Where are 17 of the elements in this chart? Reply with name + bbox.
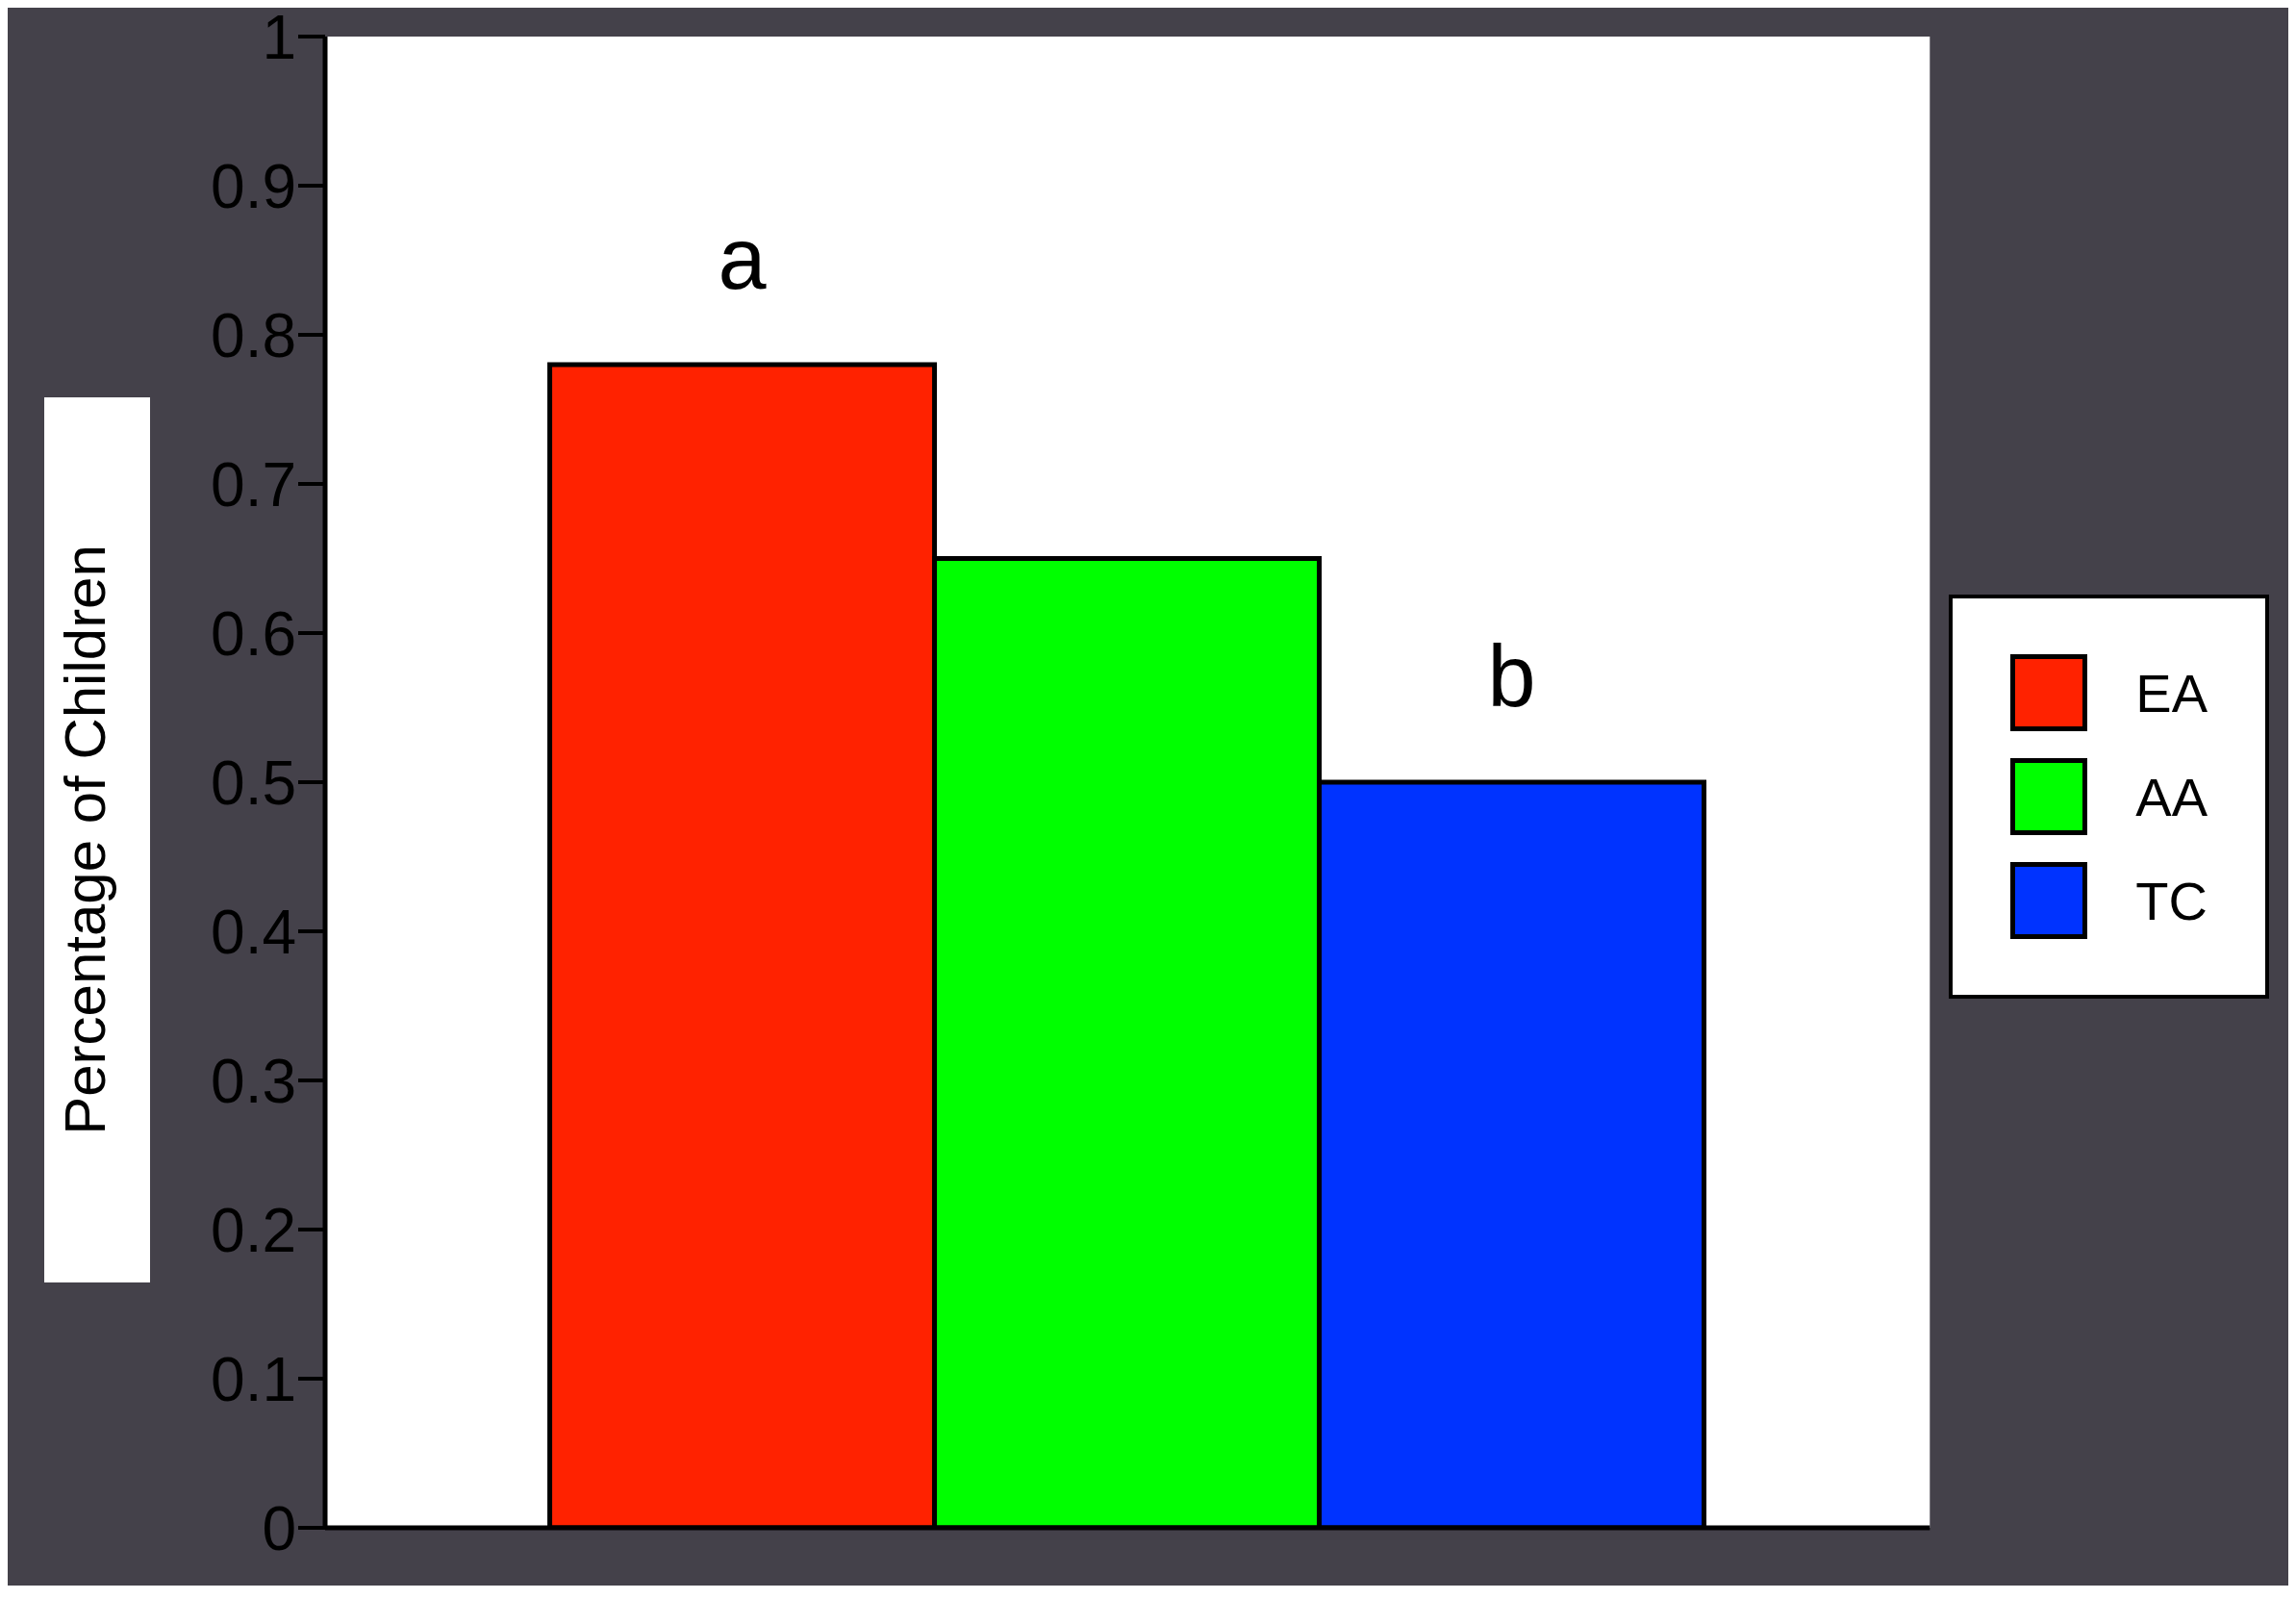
y-tick-label: 0.7 xyxy=(211,449,296,520)
y-tick-label: 0 xyxy=(262,1493,296,1563)
y-tick-label: 0.6 xyxy=(211,598,296,669)
y-tick-label: 0.3 xyxy=(211,1046,296,1116)
legend-label: AA xyxy=(2135,765,2208,828)
y-tick-label: 0.8 xyxy=(211,300,296,370)
y-tick-label: 0.1 xyxy=(211,1344,296,1414)
y-tick-label: 1 xyxy=(262,2,296,72)
legend-label: EA xyxy=(2135,661,2208,724)
y-tick-label: 0.9 xyxy=(211,151,296,221)
y-axis-title: Percentage of Children xyxy=(52,545,117,1135)
y-tick-label: 0.2 xyxy=(211,1195,296,1265)
annotation: b xyxy=(1487,628,1536,724)
y-tick-label: 0.5 xyxy=(211,748,296,818)
annotation: a xyxy=(718,211,768,307)
y-tick-label: 0.4 xyxy=(211,897,296,967)
legend-label: TC xyxy=(2135,869,2208,932)
